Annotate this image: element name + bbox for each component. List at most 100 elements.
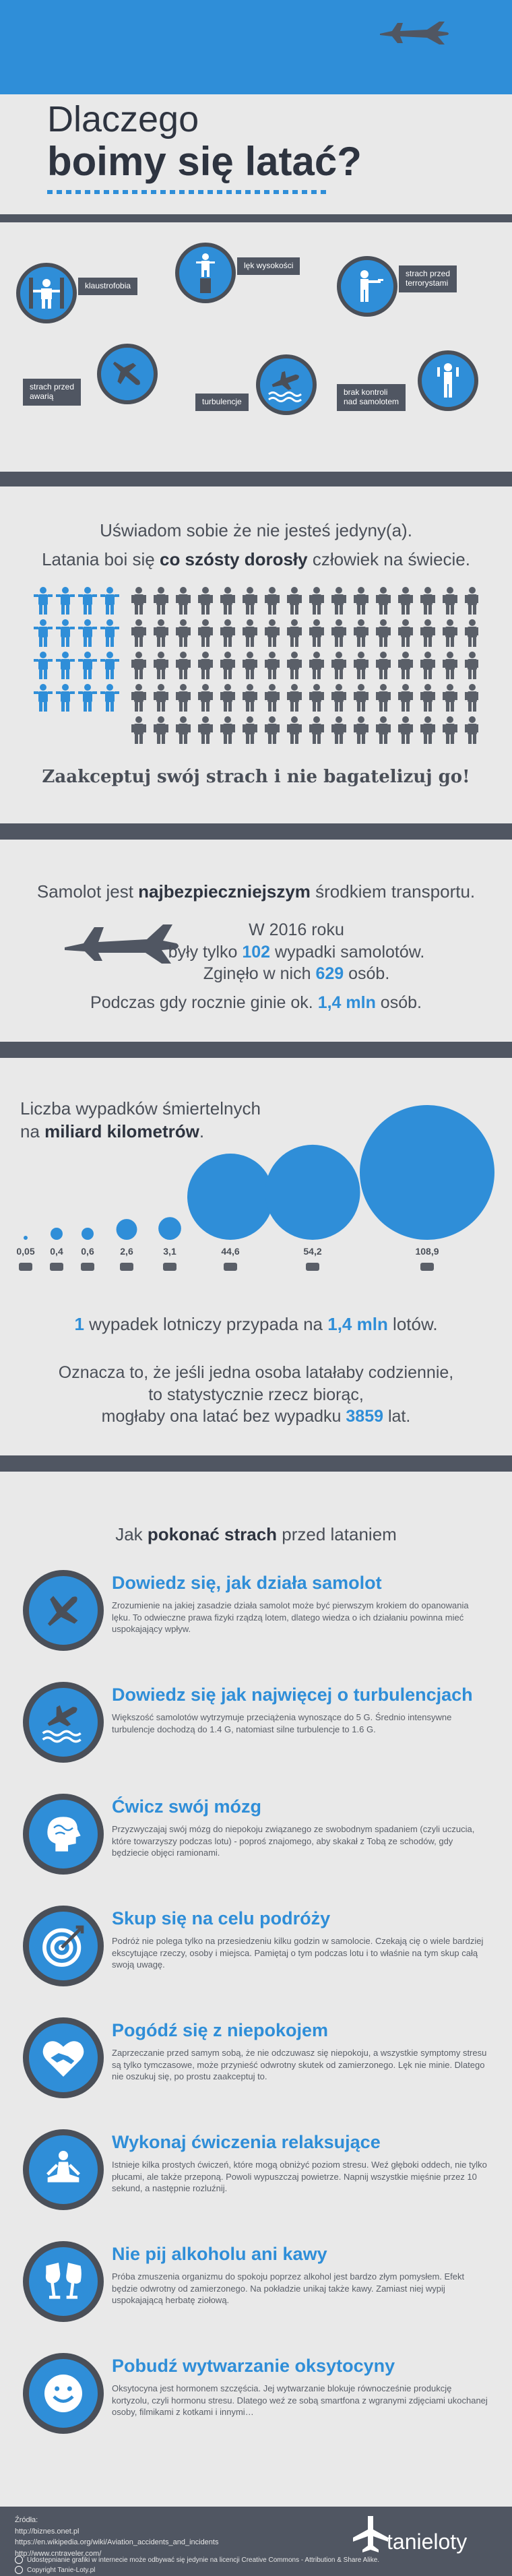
person-gray-icon <box>131 619 146 647</box>
person-blue-icon <box>78 619 97 647</box>
text: Latania boi się <box>42 549 160 569</box>
title-line-1: Dlaczego <box>47 99 199 139</box>
brand-logo[interactable]: tanieloty <box>350 2515 499 2555</box>
tip-text: Istnieje kilka prostych ćwiczeń, które m… <box>112 2160 487 2194</box>
person-blue-icon <box>56 684 75 712</box>
text: Samolot jest <box>36 881 139 902</box>
tip-card: Pobudź wytwarzanie oksytocyny Oksytocyna … <box>23 2353 489 2468</box>
value-label: 108,9 <box>415 1246 439 1257</box>
chart-title-2: na miliard kilometrów. <box>20 1121 204 1142</box>
person-gray-icon <box>354 652 369 679</box>
title-panel <box>0 94 512 214</box>
person-gray-icon <box>243 619 257 647</box>
person-gray-icon <box>420 684 435 712</box>
text: osób. <box>375 993 422 1012</box>
number: 1 <box>74 1314 84 1334</box>
falling-plane-icon <box>97 344 158 404</box>
value-label: 3,1 <box>163 1246 177 1257</box>
person-gray-icon <box>420 652 435 679</box>
person-gray-icon <box>243 684 257 712</box>
person-blue-icon <box>56 619 75 647</box>
person-gray-icon <box>243 652 257 679</box>
accept-fear-callout: Zaakceptuj swój strach i nie bagatelizuj… <box>0 767 512 787</box>
person-gray-icon <box>376 619 391 647</box>
dashed-divider <box>47 190 330 194</box>
person-gray-icon <box>398 652 413 679</box>
tip-card: Skup się na celu podróży Podróż nie poleg… <box>23 1906 489 2020</box>
license-line: Udostępnianie grafiki w internecie może … <box>15 2555 379 2565</box>
fear-label: brak kontroli nad samolotem <box>337 384 406 411</box>
person-gray-icon <box>131 684 146 712</box>
bubble-car <box>158 1217 181 1240</box>
person-blue-icon <box>34 684 53 712</box>
text: na <box>20 1121 45 1141</box>
stat-line-2: Latania boi się co szósty dorosły człowi… <box>0 549 512 570</box>
divider-band <box>0 472 512 486</box>
person-gray-icon <box>198 684 213 712</box>
bubble-pedestrian <box>265 1144 360 1240</box>
target-icon <box>23 1906 104 1986</box>
person-gray-icon <box>398 587 413 615</box>
person-gray-icon <box>331 652 346 679</box>
bubble-plane <box>24 1236 28 1240</box>
tip-card: Dowiedz się, jak działa samolot Zrozumien… <box>23 1570 489 1685</box>
pedestrian-icon <box>306 1263 319 1271</box>
tip-text: Próba zmuszenia organizmu do spokoju pop… <box>112 2271 465 2306</box>
person-blue-icon <box>56 587 75 615</box>
person-gray-icon <box>243 587 257 615</box>
fear-label: klaustrofobia <box>78 278 138 295</box>
person-gray-icon <box>243 716 257 744</box>
plane-on-waves-icon <box>256 354 317 415</box>
brain-icon <box>23 1794 104 1875</box>
tip-text: Oksytocyna jest hormonem szczęścia. Jej … <box>112 2383 488 2418</box>
person-gray-icon <box>309 587 324 615</box>
odds-paragraph: Oznacza to, że jeśli jedna osoba latałab… <box>0 1362 512 1428</box>
year: W 2016 roku <box>249 920 344 939</box>
bicycle-icon <box>224 1263 237 1271</box>
road-deaths-line: Podczas gdy rocznie ginie ok. 1,4 mln os… <box>0 993 512 1013</box>
tip-card: Wykonaj ćwiczenia relaksujące Istnieje ki… <box>23 2129 489 2244</box>
person-gray-icon <box>443 619 457 647</box>
tip-text: Większość samolotów wytrzymuje przeciąże… <box>112 1712 452 1734</box>
plane-icon <box>19 1263 32 1271</box>
wine-glasses-icon <box>23 2241 104 2322</box>
person-gray-icon <box>176 619 191 647</box>
bubble-bus <box>51 1228 63 1240</box>
text: lotów. <box>387 1314 438 1334</box>
footer: Źródła: http://biznes.onet.pl https://en… <box>0 2507 512 2576</box>
source-link[interactable]: http://biznes.onet.pl <box>15 2527 79 2536</box>
sources: Źródła: http://biznes.onet.pl https://en… <box>15 2515 218 2559</box>
person-gray-icon <box>420 619 435 647</box>
copyright-line: Copyright Tanie-Loty.pl <box>15 2565 379 2575</box>
bubble-train <box>116 1219 137 1240</box>
train-icon <box>120 1263 133 1271</box>
license-text: Udostępnianie grafiki w internecie może … <box>27 2556 380 2564</box>
person-gray-icon <box>287 716 302 744</box>
number: 1,4 mln <box>327 1314 388 1334</box>
safest-transport-section: Samolot jest najbezpieczniejszym środkie… <box>0 840 512 1042</box>
car-icon <box>163 1263 177 1271</box>
tip-text: Przyzwyczajaj swój mózg do niepokoju zwi… <box>112 1824 475 1858</box>
source-link[interactable]: https://en.wikipedia.org/wiki/Aviation_a… <box>15 2538 219 2546</box>
value-label: 54,2 <box>303 1246 321 1257</box>
creative-commons-icon <box>15 2556 23 2565</box>
person-gray-icon <box>376 716 391 744</box>
text: . <box>199 1121 205 1141</box>
person-gray-icon <box>287 619 302 647</box>
stat-line-1: Uświadom sobie że nie jesteś jedyny(a). <box>100 520 412 540</box>
tip-title: Wykonaj ćwiczenia relaksujące <box>112 2132 381 2152</box>
died-line: Zginęło w nich 629 osób. <box>135 963 458 985</box>
text: środkiem transportu. <box>310 881 476 902</box>
source-link[interactable]: http://www.cntraveler.com/ <box>15 2549 102 2558</box>
number: 102 <box>242 942 271 962</box>
tip-title: Pogódź się z niepokojem <box>112 2020 329 2040</box>
brand-name: tanieloty <box>387 2530 468 2554</box>
value-label: 0,4 <box>50 1246 63 1257</box>
person-gray-icon <box>354 587 369 615</box>
person-gray-icon <box>420 716 435 744</box>
person-blue-icon <box>56 652 75 679</box>
person-blue-icon <box>34 652 53 679</box>
value-label: 0,05 <box>16 1246 34 1257</box>
text: wypadki samolotów. <box>270 942 425 962</box>
person-gray-icon <box>354 619 369 647</box>
